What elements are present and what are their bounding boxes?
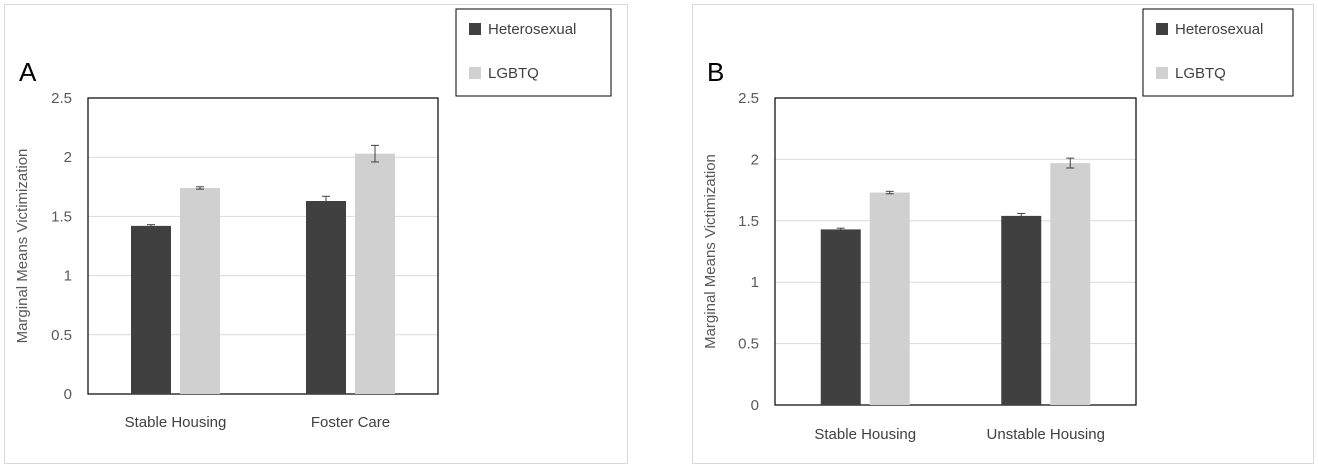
chart-b-svg: B 0 0.5 1 1.5 2 2.5 Marginal Means Victimizatio… <box>702 8 1294 443</box>
plot-area-border <box>774 97 1137 406</box>
y-tick-label: 2.5 <box>51 90 72 107</box>
bar-heterosexual-foster-care <box>306 201 346 394</box>
chart-panel-a: A 0 0.5 1 1.5 2 2.5 Marginal Means Victimizatio… <box>4 4 628 464</box>
panel-label: A <box>19 57 37 87</box>
legend-box <box>455 8 612 97</box>
y-tick-label: 0 <box>64 386 72 403</box>
legend-entry: Heterosexual <box>488 21 576 38</box>
bar-lgbtq-stable-housing <box>180 187 220 394</box>
y-tick-label: 2.5 <box>738 90 759 107</box>
panel-label: B <box>707 57 724 87</box>
legend-entry: LGBTQ <box>488 65 539 82</box>
y-axis-title: Marginal Means Victimization <box>14 149 31 344</box>
legend-swatch <box>469 67 481 79</box>
x-category-label: Unstable Housing <box>987 426 1105 443</box>
bar-lgbtq-stable-housing <box>869 192 910 405</box>
legend-swatch <box>1156 23 1168 35</box>
y-tick-label: 1 <box>64 268 72 285</box>
y-tick-label: 0 <box>751 397 759 414</box>
bar-heterosexual-unstable-housing <box>1001 215 1042 405</box>
y-tick-label: 2 <box>751 151 759 168</box>
y-tick-label: 1.5 <box>51 208 72 225</box>
y-tick-label: 0.5 <box>51 327 72 344</box>
y-tick-label: 1.5 <box>738 213 759 230</box>
bar-lgbtq-foster-care <box>355 153 395 394</box>
x-category-label: Foster Care <box>311 414 390 431</box>
y-axis-title: Marginal Means Victimization <box>702 154 719 349</box>
x-category-label: Stable Housing <box>125 414 227 431</box>
y-tick-label: 1 <box>751 274 759 291</box>
legend-entry: LGBTQ <box>1175 65 1226 82</box>
bar-lgbtq-unstable-housing <box>1050 163 1091 405</box>
legend-swatch <box>1156 67 1168 79</box>
chart-panel-b: B 0 0.5 1 1.5 2 2.5 Marginal Means Victimizatio… <box>692 4 1314 464</box>
chart-a-svg: A 0 0.5 1 1.5 2 2.5 Marginal Means Victimizatio… <box>14 8 612 431</box>
legend-swatch <box>469 23 481 35</box>
bar-heterosexual-stable-housing <box>131 225 171 394</box>
x-category-label: Stable Housing <box>814 426 916 443</box>
plot-area-border <box>87 97 439 395</box>
bar-heterosexual-stable-housing <box>820 229 861 405</box>
y-tick-label: 0.5 <box>738 336 759 353</box>
y-tick-label: 2 <box>64 149 72 166</box>
legend-entry: Heterosexual <box>1175 21 1263 38</box>
